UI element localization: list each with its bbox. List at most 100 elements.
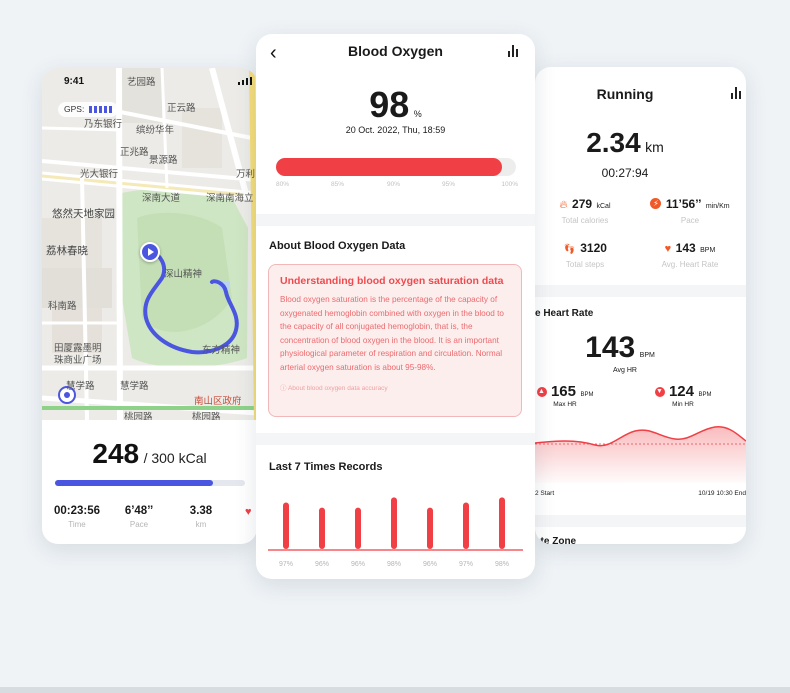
avg-hr-unit: BPM xyxy=(639,352,655,359)
metric-unit: min/Km xyxy=(705,203,730,210)
spo2-unit: % xyxy=(413,109,422,119)
distance-unit: km xyxy=(645,139,664,155)
max-hr: ▲ 165 BPM Max HR xyxy=(535,383,595,408)
workout-map-card: 艺园路 正云路 乃东银行 缤纷华年 正兆路 景源路 光大银行 深南大道 深南南海… xyxy=(42,68,257,544)
scale-label: 80% xyxy=(276,181,290,188)
stat-distance: 3.38 km xyxy=(174,505,228,529)
metric-label: Pace xyxy=(680,216,700,225)
accuracy-link[interactable]: ⓘ About blood oxygen data accuracy xyxy=(280,384,388,392)
info-box: Understanding blood oxygen saturation da… xyxy=(268,264,522,417)
hr-end-label: 10/19 10:30 End xyxy=(698,490,746,497)
bottom-strip xyxy=(0,687,790,693)
record-bar xyxy=(319,507,325,549)
signal-icon xyxy=(238,77,252,85)
record-bar xyxy=(391,497,397,549)
heart-icon: ♥ xyxy=(664,243,672,255)
map-label: 深南南海立 xyxy=(206,193,254,204)
zone-title: ate Zone xyxy=(535,536,577,544)
min-hr: ▼ 124 BPM Min HR xyxy=(651,383,715,408)
stat-value: 6’48’’ xyxy=(124,505,154,517)
min-hr-value: 124 xyxy=(668,383,694,400)
calories-goal: / 300 kCal xyxy=(143,450,207,466)
location-crosshair-icon[interactable] xyxy=(58,386,76,404)
metric-heart-rate: ♥ 143 BPM Avg. Heart Rate xyxy=(635,239,745,269)
record-bar xyxy=(355,507,361,549)
section-divider xyxy=(535,285,746,297)
metric-value: 143 xyxy=(675,241,696,255)
record-bar xyxy=(283,502,289,549)
spo2-display: 98 % xyxy=(256,84,535,126)
distance-value: 2.34 xyxy=(586,127,641,158)
duration-value: 00:27:94 xyxy=(601,166,649,180)
metric-label: Avg. Heart Rate xyxy=(661,260,719,269)
map-label: 深山精神 xyxy=(164,269,203,280)
record-label: 97% xyxy=(279,561,293,568)
map-label: 缤纷华年 xyxy=(136,125,175,136)
record-label: 96% xyxy=(423,561,437,568)
back-arrow-icon[interactable]: ‹ xyxy=(270,42,277,64)
metric-unit: BPM xyxy=(700,247,716,254)
fire-icon: 🔥︎ xyxy=(559,199,568,211)
calories-value: 248 xyxy=(92,438,140,469)
route-start-icon xyxy=(140,242,160,262)
metric-value: 3120 xyxy=(580,241,607,255)
stat-time: 00:23:56 Time xyxy=(50,505,104,529)
record-label: 98% xyxy=(387,561,401,568)
spo2-range-fill xyxy=(276,158,502,176)
info-body: Blood oxygen saturation is the percentag… xyxy=(280,295,504,372)
map-label: 艺园路 xyxy=(127,77,156,88)
map-label: 万利 xyxy=(236,169,256,180)
stat-pace: 6’48’’ Pace xyxy=(112,505,166,529)
lightning-icon: ⚡︎ xyxy=(650,198,662,210)
gps-label: GPS: xyxy=(64,104,85,114)
map-label: 荔林春晓 xyxy=(46,245,88,257)
about-title: About Blood Oxygen Data xyxy=(269,240,406,252)
calories-progress-fill xyxy=(55,480,213,486)
metric-pace: ⚡︎ 11’56’’ min/Km Pace xyxy=(635,195,745,225)
max-hr-unit: BPM xyxy=(580,392,594,398)
map-label: 东方精神 xyxy=(202,345,241,356)
blood-oxygen-card: ‹ Blood Oxygen 98 % 20 Oct. 2022, Thu, 1… xyxy=(256,34,535,579)
chart-icon[interactable] xyxy=(731,87,743,99)
map-label: 慧学路 xyxy=(66,381,95,392)
running-summary-card: Running 2.34 km 00:27:94 🔥︎ 279 kCal Tot… xyxy=(535,67,746,544)
map-label: 田厦露墨明 xyxy=(54,343,102,354)
scale-label: 85% xyxy=(331,181,345,188)
record-bar xyxy=(499,497,505,549)
arrow-up-icon: ▲ xyxy=(536,386,547,397)
route-map[interactable]: 艺园路 正云路 乃东银行 缤纷华年 正兆路 景源路 光大银行 深南大道 深南南海… xyxy=(42,68,257,420)
map-label: 深南大道 xyxy=(142,193,181,204)
status-time: 9:41 xyxy=(64,76,85,87)
avg-hr-label: Avg HR xyxy=(613,367,637,374)
scale-label: 95% xyxy=(442,181,456,188)
gps-signal-icon xyxy=(87,105,112,115)
heart-rate-wave-chart xyxy=(535,426,746,483)
max-hr-label: Max HR xyxy=(553,401,577,408)
map-label: 珠商业广场 xyxy=(54,355,102,366)
arrow-down-icon: ▼ xyxy=(654,386,665,397)
records-title: Last 7 Times Records xyxy=(269,461,383,473)
map-label: 南山区政府 xyxy=(194,396,242,407)
metric-value: 11’56’’ xyxy=(665,197,702,211)
section-divider xyxy=(256,214,535,226)
record-label: 96% xyxy=(351,561,365,568)
scale-label: 100% xyxy=(501,181,518,188)
calories-summary: 248 / 300 kCal xyxy=(42,438,257,470)
record-bar xyxy=(427,507,433,549)
page-title: Running xyxy=(596,86,654,102)
max-hr-value: 165 xyxy=(550,383,576,400)
scale-label: 90% xyxy=(387,181,401,188)
chart-icon[interactable] xyxy=(508,45,520,57)
record-label: 98% xyxy=(495,561,509,568)
spo2-scale: 80% 85% 90% 95% 100% xyxy=(276,181,518,191)
stat-value: 00:23:56 xyxy=(53,505,101,517)
gps-indicator: GPS: xyxy=(58,102,118,117)
stat-label: km xyxy=(195,520,207,529)
metric-calories: 🔥︎ 279 kCal Total calories xyxy=(535,195,635,225)
map-label: 悠然天地家园 xyxy=(52,208,115,220)
record-bar xyxy=(463,502,469,549)
metric-label: Total calories xyxy=(561,216,609,225)
map-label: 科南路 xyxy=(48,301,77,312)
map-label: 慧学路 xyxy=(120,381,149,392)
record-label: 97% xyxy=(459,561,473,568)
